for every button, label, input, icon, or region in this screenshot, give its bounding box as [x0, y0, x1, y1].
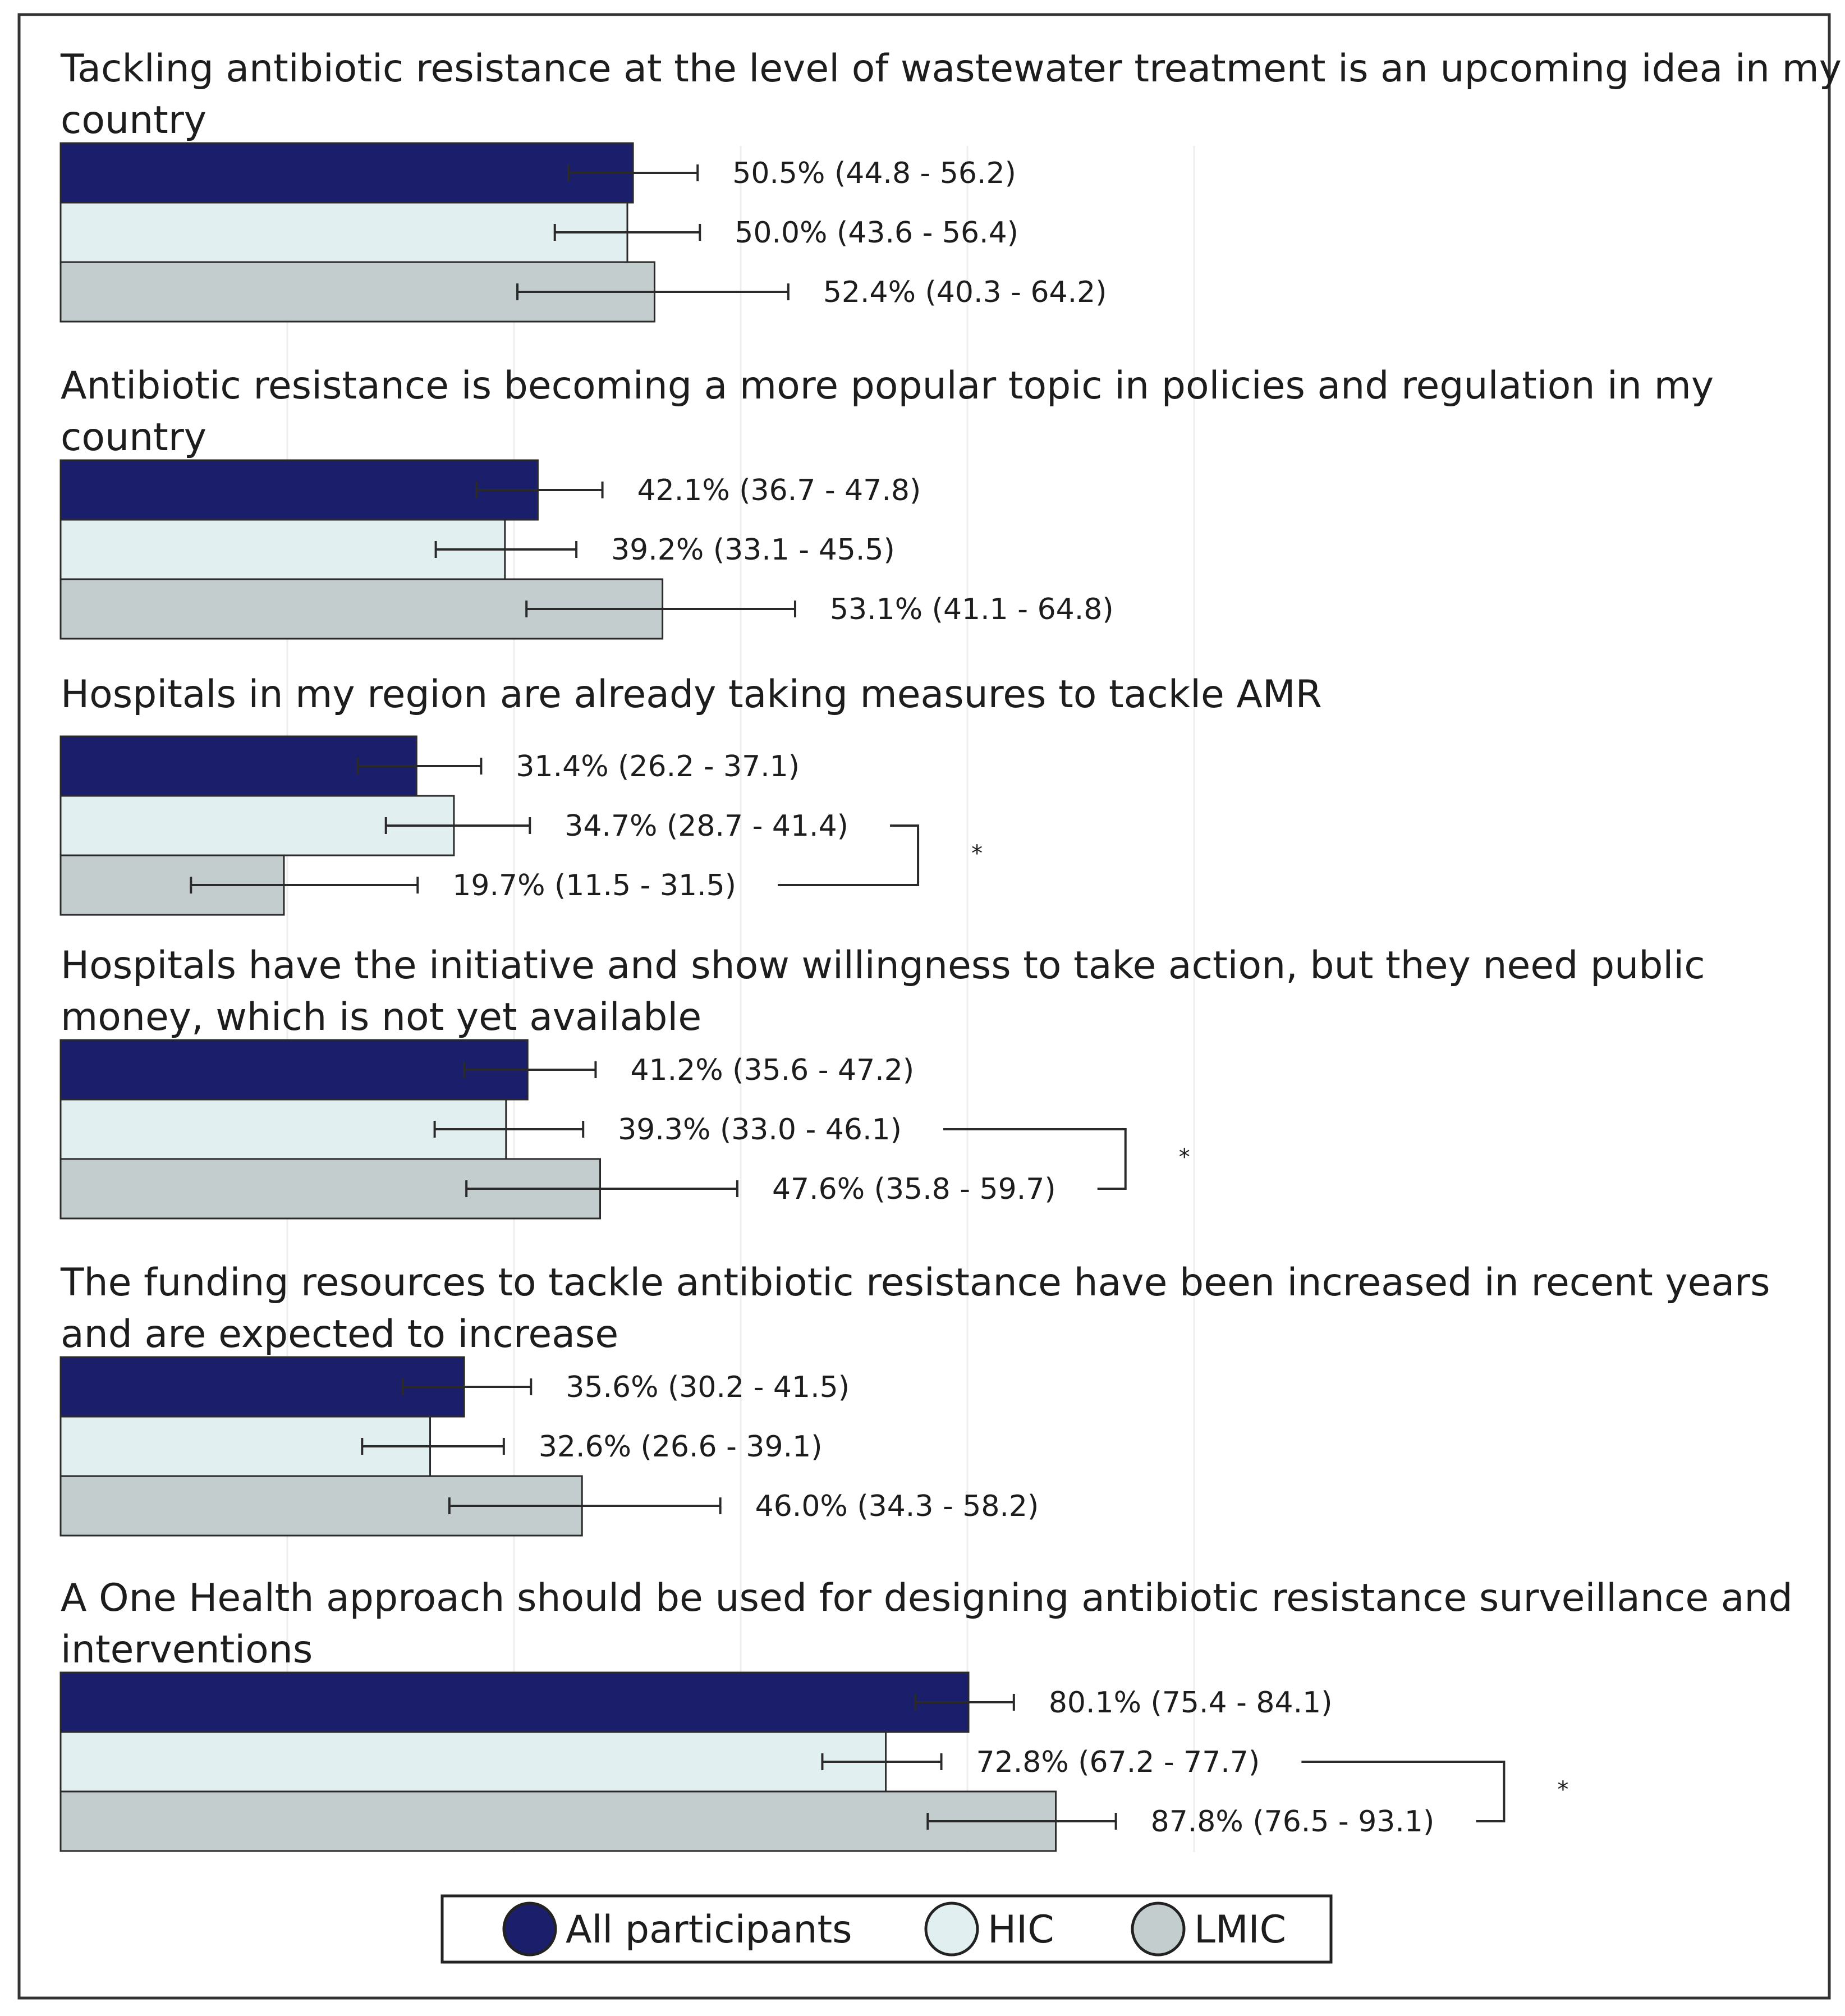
question-panel: A One Health approach should be used for… [59, 1576, 1793, 1852]
value-label: 35.6% (30.2 - 41.5) [566, 1371, 850, 1404]
legend-swatch [1131, 1902, 1186, 1957]
question-title-line: A One Health approach should be used for… [61, 1576, 1793, 1620]
legend-swatch [924, 1902, 979, 1957]
significance-star: * [971, 841, 983, 867]
legend: All participants HIC LMIC [440, 1894, 1333, 1964]
question-title-line: country [61, 98, 206, 143]
question-title-line: and are expected to increase [61, 1312, 618, 1357]
error-bar [914, 1694, 1015, 1711]
significance-bracket: * [1301, 1761, 1568, 1822]
question-title-line: Antibiotic resistance is becoming a more… [61, 364, 1714, 408]
legend-item: LMIC [1131, 1902, 1286, 1957]
legend-item: All participants [502, 1902, 852, 1957]
error-bar [356, 758, 483, 775]
bar [59, 1039, 529, 1101]
value-label: 52.4% (40.3 - 64.2) [823, 276, 1107, 309]
value-label: 46.0% (34.3 - 58.2) [755, 1490, 1039, 1523]
error-bar [434, 541, 578, 558]
error-bar [448, 1497, 722, 1514]
value-label: 72.8% (67.2 - 77.7) [976, 1745, 1260, 1779]
error-bar [821, 1753, 943, 1770]
bar [59, 1790, 1057, 1852]
chart-frame [17, 13, 1831, 2000]
question-title: Hospitals in my region are already takin… [61, 672, 1322, 717]
legend-label: All participants [566, 1908, 852, 1952]
error-bar [567, 164, 699, 181]
value-label: 39.2% (33.1 - 45.5) [611, 533, 895, 567]
question-panel: Tackling antibiotic resistance at the le… [59, 47, 1842, 323]
error-bar [465, 1180, 738, 1197]
error-bar [463, 1061, 597, 1078]
error-bar [516, 283, 790, 300]
grid-lines [286, 146, 1195, 1852]
error-bar [361, 1438, 505, 1455]
legend-label: LMIC [1194, 1908, 1286, 1952]
question-panel: Hospitals have the initiative and show w… [59, 943, 1705, 1220]
significance-bracket: * [778, 824, 983, 886]
bar [59, 1671, 970, 1733]
question-title: A One Health approach should be used for… [61, 1576, 1793, 1672]
significance-bracket: * [943, 1128, 1190, 1190]
question-title: The funding resources to tackle antibiot… [60, 1261, 1770, 1357]
question-title-line: Hospitals have the initiative and show w… [61, 943, 1705, 988]
bracket-line [778, 824, 920, 886]
value-label: 31.4% (26.2 - 37.1) [516, 750, 800, 784]
value-label: 80.1% (75.4 - 84.1) [1049, 1686, 1333, 1720]
error-bar [402, 1378, 533, 1395]
value-label: 42.1% (36.7 - 47.8) [637, 474, 921, 507]
question-title-line: country [61, 415, 206, 460]
bar [59, 201, 628, 263]
legend-label: HIC [988, 1908, 1054, 1952]
legend-item: HIC [924, 1902, 1054, 1957]
bar [59, 142, 634, 204]
question-title-line: interventions [61, 1628, 313, 1672]
bracket-line [1301, 1761, 1506, 1822]
error-bar [433, 1121, 585, 1138]
question-title: Tackling antibiotic resistance at the le… [60, 47, 1842, 143]
question-panel: Antibiotic resistance is becoming a more… [59, 364, 1714, 640]
question-title: Hospitals have the initiative and show w… [61, 943, 1705, 1039]
error-bar [475, 482, 604, 498]
error-bar [553, 224, 701, 241]
question-panel: Hospitals in my region are already takin… [59, 672, 1322, 916]
error-bar [525, 601, 796, 617]
error-bar [926, 1813, 1117, 1830]
value-label: 19.7% (11.5 - 31.5) [452, 869, 736, 902]
bracket-line [943, 1128, 1127, 1190]
error-bar [190, 877, 419, 894]
significance-star: * [1557, 1777, 1568, 1803]
question-panel: The funding resources to tackle antibiot… [59, 1261, 1770, 1537]
significance-star: * [1179, 1144, 1190, 1170]
value-label: 50.0% (43.6 - 56.4) [735, 216, 1018, 250]
value-label: 39.3% (33.0 - 46.1) [618, 1113, 902, 1147]
question-title-line: Hospitals in my region are already takin… [61, 672, 1322, 717]
value-label: 32.6% (26.6 - 39.1) [539, 1430, 823, 1464]
value-label: 87.8% (76.5 - 93.1) [1151, 1805, 1435, 1839]
bar [59, 519, 506, 580]
question-title-line: Tackling antibiotic resistance at the le… [60, 47, 1842, 91]
value-label: 41.2% (35.6 - 47.2) [630, 1053, 914, 1087]
plot-area: Tackling antibiotic resistance at the le… [59, 47, 1842, 1852]
legend-swatch [502, 1902, 557, 1957]
bar [59, 459, 539, 521]
value-label: 53.1% (41.1 - 64.8) [830, 593, 1114, 626]
error-bar [384, 817, 531, 834]
value-label: 50.5% (44.8 - 56.2) [732, 157, 1016, 190]
question-title: Antibiotic resistance is becoming a more… [61, 364, 1714, 460]
question-title-line: The funding resources to tackle antibiot… [60, 1261, 1770, 1305]
value-label: 47.6% (35.8 - 59.7) [772, 1172, 1056, 1206]
question-title-line: money, which is not yet available [61, 995, 701, 1039]
value-label: 34.7% (28.7 - 41.4) [564, 809, 848, 843]
bar [59, 1731, 887, 1793]
